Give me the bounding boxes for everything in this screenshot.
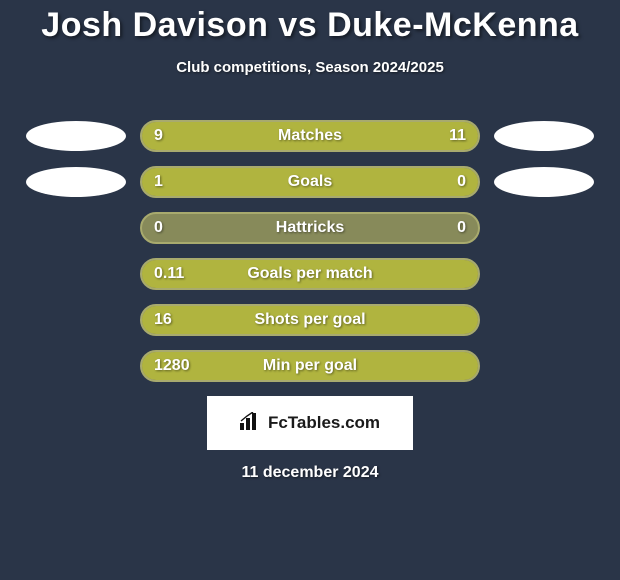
- bar-right-fill: [411, 168, 478, 196]
- comparison-infographic: Josh Davison vs Duke-McKenna Club compet…: [0, 0, 620, 482]
- stat-label: Goals: [288, 173, 332, 191]
- page-title: Josh Davison vs Duke-McKenna: [0, 6, 620, 45]
- stat-row: 0 0 Hattricks: [0, 212, 620, 244]
- stats-chart: 9 11 Matches 1 0 Goals 0 0 Hattricks 0.11 Goals pe…: [0, 120, 620, 382]
- stat-bar: 1 0 Goals: [140, 166, 480, 198]
- stat-label: Shots per goal: [254, 311, 365, 329]
- stat-row: 9 11 Matches: [0, 120, 620, 152]
- stat-label: Matches: [278, 127, 342, 145]
- player-left-ellipse: [26, 167, 126, 197]
- stat-value-left: 0.11: [154, 265, 184, 283]
- stat-row: 16 Shots per goal: [0, 304, 620, 336]
- subtitle: Club competitions, Season 2024/2025: [0, 59, 620, 76]
- stat-value-left: 0: [154, 219, 163, 237]
- bar-left-fill: [142, 168, 411, 196]
- stat-bar: 0.11 Goals per match: [140, 258, 480, 290]
- player-right-ellipse: [494, 121, 594, 151]
- attribution-badge: FcTables.com: [207, 396, 413, 450]
- stat-bar: 16 Shots per goal: [140, 304, 480, 336]
- attribution-text: FcTables.com: [268, 413, 380, 433]
- stat-value-left: 1: [154, 173, 163, 191]
- stat-bar: 1280 Min per goal: [140, 350, 480, 382]
- bar-left-fill: [142, 122, 293, 150]
- stat-value-left: 9: [154, 127, 163, 145]
- player-right-ellipse: [494, 167, 594, 197]
- stat-value-right: 0: [457, 219, 466, 237]
- fctables-logo-icon: [240, 412, 262, 435]
- stat-row: 1 0 Goals: [0, 166, 620, 198]
- stat-label: Min per goal: [263, 357, 357, 375]
- stat-bar: 9 11 Matches: [140, 120, 480, 152]
- stat-row: 0.11 Goals per match: [0, 258, 620, 290]
- date-text: 11 december 2024: [0, 464, 620, 482]
- player-left-ellipse: [26, 121, 126, 151]
- stat-label: Hattricks: [276, 219, 344, 237]
- stat-value-left: 16: [154, 311, 172, 329]
- stat-label: Goals per match: [247, 265, 372, 283]
- stat-value-right: 11: [449, 127, 466, 145]
- stat-value-left: 1280: [154, 357, 190, 375]
- stat-bar: 0 0 Hattricks: [140, 212, 480, 244]
- stat-row: 1280 Min per goal: [0, 350, 620, 382]
- stat-value-right: 0: [457, 173, 466, 191]
